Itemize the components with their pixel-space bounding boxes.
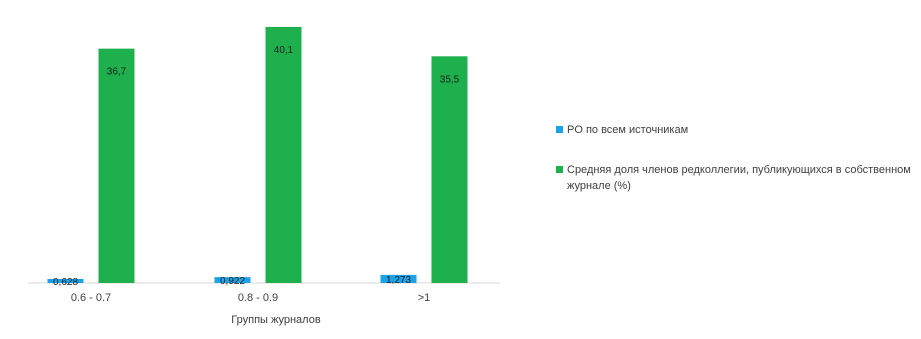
x-axis-title: Группы журналов xyxy=(231,314,321,326)
x-tick-label-1: 0.8 - 0.9 xyxy=(238,292,278,304)
x-tick-label-0: 0.6 - 0.7 xyxy=(71,292,111,304)
legend: PO по всем источникам Средняя доля члено… xyxy=(556,122,918,218)
bar-series-0-cat-1 xyxy=(214,277,251,283)
data-label-series-1-cat-0: 36,7 xyxy=(107,67,127,78)
x-ticks-group: 0.6 - 0.7 0.8 - 0.9 >1 xyxy=(71,292,430,304)
bar-series-1-cat-0 xyxy=(98,48,135,283)
data-label-series-1-cat-2: 35,5 xyxy=(440,74,460,85)
bars-group: 0,628 36,7 0,922 40,1 1,273 35,5 xyxy=(47,26,468,288)
bar-series-0-cat-2 xyxy=(380,274,417,283)
legend-label-po: PO по всем источникам xyxy=(567,124,689,136)
data-label-series-1-cat-1: 40,1 xyxy=(274,45,294,56)
data-label-series-0-cat-2: 1,273 xyxy=(386,275,411,286)
bar-series-0-cat-0 xyxy=(47,278,84,283)
legend-label-share: Средняя доля членов редколлегии, публику… xyxy=(567,164,911,192)
data-label-series-0-cat-0: 0,628 xyxy=(53,277,78,288)
legend-item-share: Средняя доля членов редколлегии, публику… xyxy=(556,162,918,194)
bar-series-1-cat-2 xyxy=(431,56,468,284)
legend-swatch-blue xyxy=(556,126,563,133)
legend-item-po: PO по всем источникам xyxy=(556,122,918,138)
data-label-series-0-cat-1: 0,922 xyxy=(220,276,245,287)
bar-series-1-cat-1 xyxy=(265,26,302,283)
x-tick-label-2: >1 xyxy=(418,292,431,304)
legend-swatch-green xyxy=(556,166,563,173)
